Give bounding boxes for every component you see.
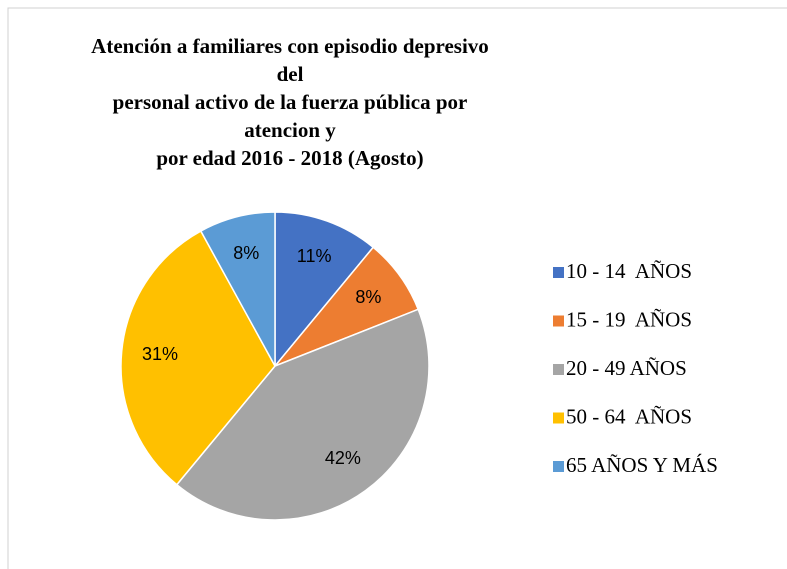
legend-swatch: [553, 412, 564, 424]
legend-swatch: [553, 461, 564, 472]
legend-label: 50 - 64 AÑOS: [566, 404, 692, 428]
legend-swatch: [553, 267, 564, 278]
legend-label: 20 - 49 AÑOS: [566, 356, 687, 380]
legend-swatch: [553, 364, 564, 375]
chart-title: Atención a familiares con episodio depre…: [91, 34, 489, 170]
pie-slice: [120, 230, 276, 486]
pie-slice: [274, 211, 375, 369]
pie-slice: [199, 211, 276, 367]
legend-label: 10 - 14 AÑOS: [566, 259, 692, 283]
data-label: 31%: [142, 344, 178, 364]
legend-label: 65 AÑOS Y MÁS: [566, 453, 718, 477]
data-label: 11%: [297, 246, 332, 266]
data-label: 42%: [325, 448, 361, 468]
legend-label: 15 - 19 AÑOS: [566, 307, 692, 331]
pie-slice: [175, 308, 430, 521]
frame: [7, 7, 787, 569]
data-label: 8%: [233, 243, 259, 263]
legend-swatch: [553, 315, 564, 327]
data-label: 8%: [355, 287, 381, 307]
